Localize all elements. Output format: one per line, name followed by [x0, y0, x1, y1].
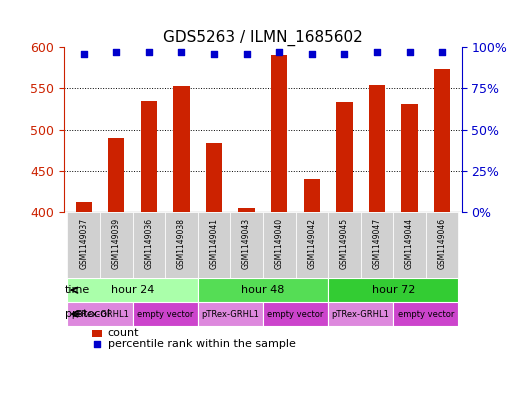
FancyBboxPatch shape [67, 302, 132, 326]
FancyBboxPatch shape [263, 302, 328, 326]
Point [145, 49, 153, 55]
FancyBboxPatch shape [198, 212, 230, 278]
Point [210, 51, 218, 57]
Point [243, 51, 251, 57]
Bar [401, 104, 418, 212]
Text: hour 72: hour 72 [371, 285, 415, 295]
Text: empty vector: empty vector [267, 310, 324, 318]
Text: GSM1149042: GSM1149042 [307, 217, 317, 268]
Point [405, 49, 413, 55]
FancyBboxPatch shape [361, 212, 393, 278]
Text: GSM1149036: GSM1149036 [144, 217, 153, 269]
Bar [75, 202, 92, 212]
Bar [173, 86, 190, 212]
FancyBboxPatch shape [67, 278, 198, 302]
FancyBboxPatch shape [198, 278, 328, 302]
Text: empty vector: empty vector [398, 310, 454, 318]
FancyBboxPatch shape [328, 212, 361, 278]
Bar [271, 55, 287, 212]
Text: GSM1149037: GSM1149037 [79, 217, 88, 269]
Bar [434, 70, 450, 212]
Text: hour 24: hour 24 [111, 285, 154, 295]
FancyBboxPatch shape [328, 302, 393, 326]
FancyBboxPatch shape [67, 212, 100, 278]
Point [340, 51, 348, 57]
Bar [206, 143, 222, 212]
Text: GSM1149044: GSM1149044 [405, 217, 414, 269]
Text: count: count [108, 328, 140, 338]
Text: pTRex-GRHL1: pTRex-GRHL1 [202, 310, 259, 318]
FancyBboxPatch shape [132, 302, 198, 326]
Point [112, 49, 121, 55]
FancyBboxPatch shape [295, 212, 328, 278]
Text: GSM1149043: GSM1149043 [242, 217, 251, 269]
Bar [336, 103, 352, 212]
Point [373, 49, 381, 55]
Point [93, 341, 101, 347]
Text: time: time [65, 285, 90, 295]
Point [308, 51, 316, 57]
Bar [108, 138, 125, 212]
Bar [141, 101, 157, 212]
FancyBboxPatch shape [426, 212, 459, 278]
FancyBboxPatch shape [132, 212, 165, 278]
Text: GSM1149046: GSM1149046 [438, 217, 447, 269]
Bar [304, 179, 320, 212]
Text: pTRex-GRHL1: pTRex-GRHL1 [71, 310, 129, 318]
FancyBboxPatch shape [328, 278, 459, 302]
Point [438, 49, 446, 55]
Text: GSM1149038: GSM1149038 [177, 217, 186, 268]
Bar [369, 85, 385, 212]
FancyBboxPatch shape [230, 212, 263, 278]
FancyBboxPatch shape [100, 212, 132, 278]
Text: GSM1149039: GSM1149039 [112, 217, 121, 269]
Text: GSM1149041: GSM1149041 [209, 217, 219, 268]
Text: GSM1149045: GSM1149045 [340, 217, 349, 269]
Text: pTRex-GRHL1: pTRex-GRHL1 [332, 310, 389, 318]
Bar [239, 208, 255, 212]
Text: GSM1149040: GSM1149040 [274, 217, 284, 269]
Text: GSM1149047: GSM1149047 [372, 217, 382, 269]
Point [177, 49, 186, 55]
Text: hour 48: hour 48 [241, 285, 285, 295]
Text: percentile rank within the sample: percentile rank within the sample [108, 339, 295, 349]
FancyBboxPatch shape [198, 302, 263, 326]
FancyBboxPatch shape [263, 212, 295, 278]
Point [275, 49, 283, 55]
FancyBboxPatch shape [165, 212, 198, 278]
Title: GDS5263 / ILMN_1685602: GDS5263 / ILMN_1685602 [163, 29, 363, 46]
FancyBboxPatch shape [393, 302, 459, 326]
Text: protocol: protocol [65, 309, 110, 319]
Point [80, 51, 88, 57]
FancyBboxPatch shape [393, 212, 426, 278]
Text: empty vector: empty vector [137, 310, 193, 318]
Bar [92, 329, 102, 337]
